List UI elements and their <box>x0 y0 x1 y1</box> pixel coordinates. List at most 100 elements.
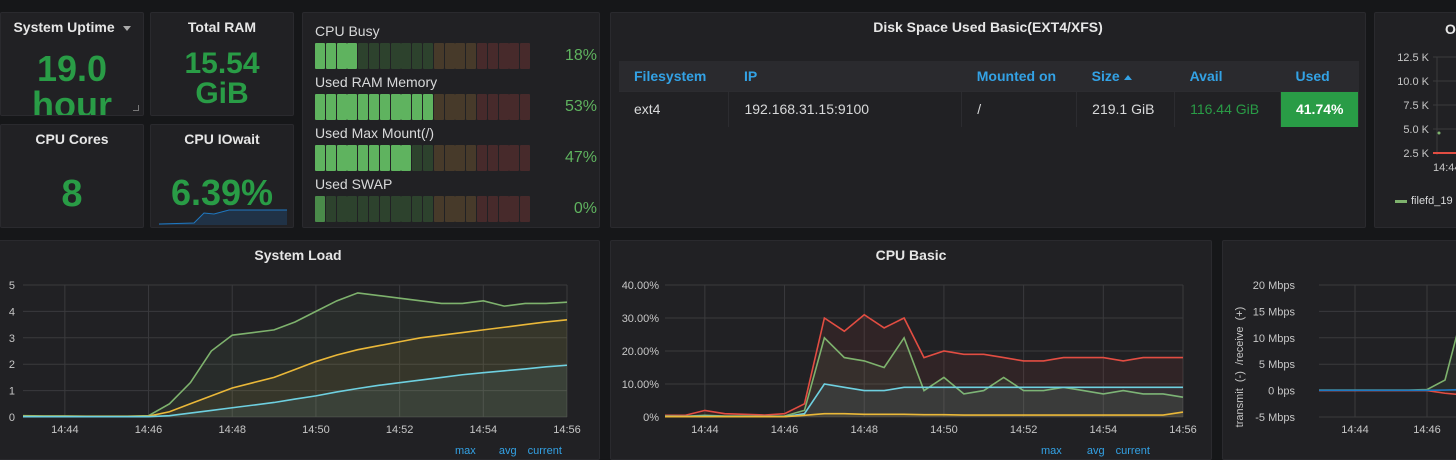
legend-item[interactable]: filefd_19 <box>1395 195 1453 207</box>
bar-gauge-segment <box>455 94 466 120</box>
bar-gauge-segment <box>487 94 498 120</box>
y-tick-label: 0% <box>643 412 659 424</box>
y-tick-label: 5 <box>9 280 15 292</box>
cell-size: 219.1 GiB <box>1076 90 1176 127</box>
network-chart: -5 Mbps 0 bps 5 Mbps 10 Mbps 15 Mbps 20 Mbps 1… <box>1253 280 1456 436</box>
panel-title: Op <box>1445 21 1456 37</box>
bar-gauge-segment <box>477 94 487 120</box>
panel-title: Disk Space Used Basic(EXT4/XFS) <box>873 19 1103 35</box>
y-tick-label: 30.00% <box>622 313 660 325</box>
bar-gauge-segment <box>358 145 369 171</box>
column-header-mounted[interactable]: Mounted on <box>961 61 1077 91</box>
x-tick-label: 14:54 <box>470 424 498 436</box>
x-tick-label: 14:56 <box>1169 424 1197 436</box>
bar-gauge-track <box>315 43 531 69</box>
column-header-size[interactable]: Size <box>1076 61 1175 91</box>
bar-gauge-segment <box>466 43 477 69</box>
y-tick-label: 12.5 K <box>1397 52 1429 64</box>
bar-gauge-segment <box>444 196 455 222</box>
system-load-panel[interactable]: System Load 0 1 2 3 4 5 14:44 14:46 14:48 14:50 14… <box>0 240 600 460</box>
ram-panel[interactable]: Total RAM 15.54 GiB <box>150 12 294 116</box>
iowait-panel[interactable]: CPU IOwait 6.39% <box>150 124 294 228</box>
bar-gauge: CPU Busy 18% <box>315 23 597 69</box>
bar-gauge-segment <box>401 94 412 120</box>
bar-gauge-segment <box>347 43 358 69</box>
y-axis-label: transmit (-) /receive (+) <box>1234 306 1246 428</box>
legend-header-avg[interactable]: avg <box>1086 445 1105 457</box>
bar-gauge-segment <box>444 145 455 171</box>
legend-header-max[interactable]: max <box>1041 445 1062 457</box>
bar-gauge-track <box>315 145 531 171</box>
column-header-used[interactable]: Used <box>1280 61 1359 91</box>
bar-gauge-segment <box>520 43 531 69</box>
disk-space-panel[interactable]: Disk Space Used Basic(EXT4/XFS) Filesyst… <box>610 12 1366 228</box>
bar-gauge-track <box>315 94 531 120</box>
bar-gauge-segment <box>336 94 347 120</box>
bar-gauge-segment <box>390 43 401 69</box>
series-area <box>23 365 567 417</box>
legend-header-max[interactable]: max <box>455 445 476 457</box>
table-row: ext4 192.168.31.15:9100 / 219.1 GiB 116.… <box>619 90 1360 127</box>
bar-gauge-segment <box>520 94 531 120</box>
legend-header-current[interactable]: current <box>527 445 562 457</box>
network-panel[interactable]: -5 Mbps 0 bps 5 Mbps 10 Mbps 15 Mbps 20 Mbps 1… <box>1222 240 1456 460</box>
legend: max avg current <box>455 445 562 457</box>
y-tick-label: 2.5 K <box>1403 148 1429 160</box>
bar-gauge-value: 18% <box>564 47 597 64</box>
bar-gauge-segment <box>520 196 531 222</box>
y-tick-label: 10.00% <box>622 379 660 391</box>
column-header-avail[interactable]: Avail <box>1174 61 1281 91</box>
panel-title: Total RAM <box>187 19 257 35</box>
series-line-15m <box>23 364 568 418</box>
bar-gauge-segment <box>498 145 509 171</box>
column-header-ip[interactable]: IP <box>728 61 962 91</box>
bar-gauge-label: Used SWAP <box>315 176 393 192</box>
bar-gauge-segment <box>315 145 325 171</box>
cores-panel[interactable]: CPU Cores 8 <box>0 124 144 228</box>
uptime-panel[interactable]: System Uptime 19.0 hour <box>0 12 144 116</box>
panel-title: System Uptime <box>13 19 115 35</box>
series-line-receive <box>1319 334 1456 391</box>
bar-gauge-segment <box>433 196 444 222</box>
bar-gauge-segment <box>379 94 390 120</box>
x-tick-label: 14:46 <box>771 424 799 436</box>
bar-gauge-segment <box>315 196 325 222</box>
bar-gauge-segment <box>487 145 498 171</box>
y-tick-label: 20.00% <box>622 346 660 358</box>
series-area <box>665 384 1183 417</box>
y-tick-label: 15 Mbps <box>1253 306 1296 318</box>
stat-value: 19.0 <box>36 48 108 89</box>
bar-gauge-segment <box>487 196 498 222</box>
system-load-chart: 0 1 2 3 4 5 14:44 14:46 14:48 14:50 14:52 14:54 14:5… <box>9 280 581 436</box>
bar-gauge-value: 53% <box>564 98 597 115</box>
legend-header-avg[interactable]: avg <box>498 445 517 457</box>
resize-handle-icon[interactable] <box>133 105 139 111</box>
chevron-down-icon[interactable] <box>122 25 131 31</box>
series-area <box>23 292 567 417</box>
bar-gauge-segment <box>325 43 336 69</box>
y-tick-label: 7.5 K <box>1403 100 1429 112</box>
bar-gauge-segment <box>498 196 509 222</box>
legend-header-current[interactable]: current <box>1115 445 1150 457</box>
cpu-basic-chart: 0% 10.00% 20.00% 30.00% 40.00% 14:44 14:46 14:4… <box>622 280 1197 436</box>
column-header-filesystem[interactable]: Filesystem <box>619 61 729 91</box>
bar-gauge-segment <box>358 43 369 69</box>
data-point <box>1437 131 1441 135</box>
stat-value: 8 <box>61 173 83 215</box>
x-tick-label: 14:44 <box>51 424 79 436</box>
bar-gauge-segment <box>423 43 433 69</box>
bar-gauges-panel[interactable]: CPU Busy 18% Used RAM Memory 53% Used Max Mo… <box>302 12 600 228</box>
bar-gauge-segment <box>455 43 466 69</box>
open-files-panel[interactable]: Op 12.5 K 10.0 K 7.5 K 5.0 K 2.5 K 14:44 fil… <box>1374 12 1456 228</box>
series-line-iowait <box>665 411 1184 418</box>
cpu-basic-panel[interactable]: CPU Basic 0% 10.00% 20.00% 30.00% 40.00% 14:4… <box>610 240 1212 460</box>
bar-gauge-label: Used Max Mount(/) <box>315 125 435 141</box>
bar-gauge-segment <box>390 145 401 171</box>
y-tick-label: 4 <box>9 306 15 318</box>
bar-gauge-segment <box>477 43 487 69</box>
bar-gauge-label: CPU Busy <box>315 23 380 39</box>
y-tick-label: 10.0 K <box>1397 76 1429 88</box>
bar-gauge-segment <box>466 94 477 120</box>
bar-gauge-segment <box>369 145 379 171</box>
bar-gauge-segment <box>498 94 509 120</box>
